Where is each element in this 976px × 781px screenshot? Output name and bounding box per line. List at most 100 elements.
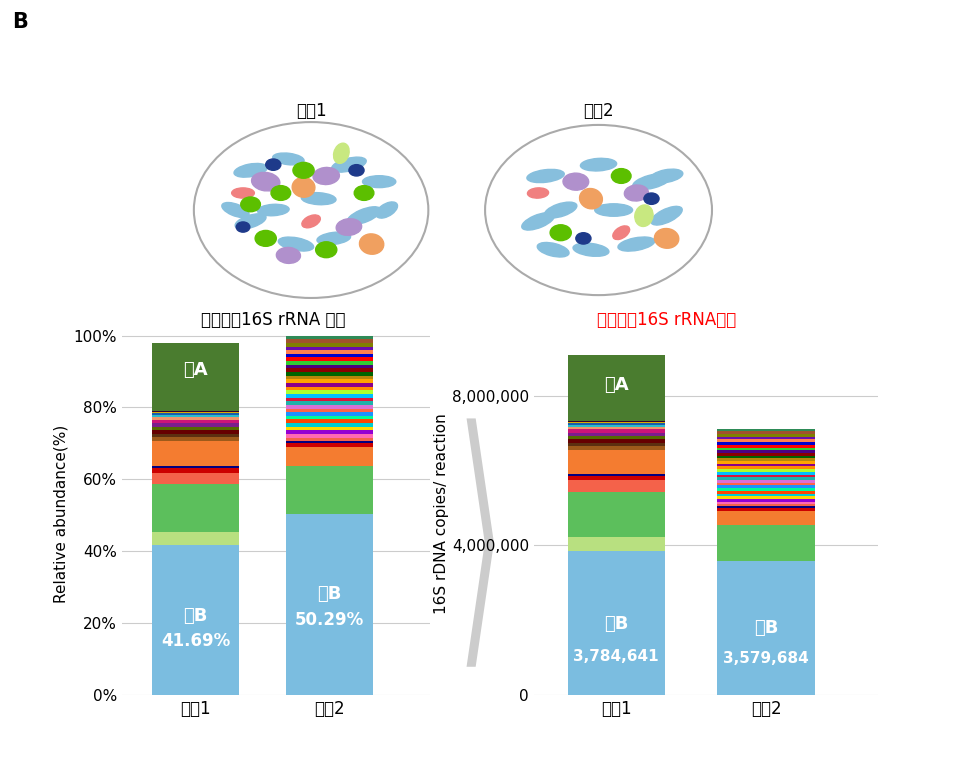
Bar <box>568 474 665 476</box>
Ellipse shape <box>278 237 313 251</box>
Bar <box>286 394 373 398</box>
Bar <box>717 440 815 442</box>
Ellipse shape <box>302 215 320 228</box>
Bar <box>717 451 815 453</box>
Bar <box>717 496 815 499</box>
Bar <box>152 411 239 412</box>
Bar <box>717 461 815 464</box>
Bar <box>286 350 373 354</box>
Bar <box>717 466 815 469</box>
Circle shape <box>293 162 314 178</box>
Ellipse shape <box>625 185 648 201</box>
Bar <box>286 354 373 358</box>
Bar <box>568 480 665 491</box>
Bar <box>286 415 373 419</box>
Ellipse shape <box>272 153 305 165</box>
Bar <box>286 398 373 401</box>
Bar <box>568 476 665 480</box>
Text: 3,784,641: 3,784,641 <box>574 649 659 665</box>
Bar <box>152 484 239 532</box>
Ellipse shape <box>252 173 280 191</box>
Ellipse shape <box>347 207 381 225</box>
Bar <box>568 439 665 443</box>
Circle shape <box>349 165 364 176</box>
Bar <box>717 512 815 525</box>
Ellipse shape <box>362 176 396 187</box>
Bar <box>152 465 239 468</box>
Y-axis label: 16S rDNA copies/ reaction: 16S rDNA copies/ reaction <box>434 413 449 614</box>
Bar <box>152 415 239 417</box>
Bar <box>152 343 239 411</box>
Ellipse shape <box>632 173 671 190</box>
Text: 菌B: 菌B <box>317 586 342 604</box>
Bar <box>717 431 815 434</box>
Ellipse shape <box>222 202 249 218</box>
Bar <box>717 508 815 512</box>
Ellipse shape <box>234 163 267 177</box>
Circle shape <box>271 186 291 201</box>
Bar <box>152 419 239 423</box>
Ellipse shape <box>231 188 255 198</box>
Bar <box>152 437 239 441</box>
Text: 菌B: 菌B <box>604 615 629 633</box>
Bar <box>568 437 665 439</box>
Ellipse shape <box>334 143 349 163</box>
Circle shape <box>236 222 250 232</box>
Text: 菌A: 菌A <box>604 376 629 394</box>
Bar <box>717 437 815 440</box>
Bar <box>717 505 815 506</box>
Ellipse shape <box>613 226 630 240</box>
Bar <box>286 447 373 465</box>
Bar <box>717 453 815 455</box>
Bar <box>286 401 373 405</box>
Bar <box>568 427 665 430</box>
Circle shape <box>576 233 591 244</box>
Bar <box>286 426 373 430</box>
Bar <box>717 458 815 461</box>
Text: 検体1: 検体1 <box>296 102 326 119</box>
Bar <box>286 515 373 695</box>
Bar <box>152 412 239 413</box>
Text: 相対定量16S rRNA 解析: 相対定量16S rRNA 解析 <box>201 311 346 329</box>
Bar <box>717 434 815 437</box>
Bar <box>152 430 239 433</box>
Text: 41.69%: 41.69% <box>161 632 230 650</box>
Bar <box>568 425 665 427</box>
Bar <box>717 561 815 695</box>
Ellipse shape <box>292 177 315 198</box>
Bar <box>286 339 373 343</box>
Ellipse shape <box>563 173 589 191</box>
Bar <box>286 372 373 376</box>
Bar <box>286 465 373 515</box>
Bar <box>568 537 665 551</box>
Bar <box>152 532 239 545</box>
Bar <box>717 501 815 505</box>
Bar <box>717 506 815 508</box>
Ellipse shape <box>651 206 682 225</box>
Ellipse shape <box>527 188 549 198</box>
Bar <box>717 499 815 501</box>
Ellipse shape <box>618 237 655 251</box>
Bar <box>568 355 665 421</box>
Text: 検体2: 検体2 <box>584 102 614 119</box>
Ellipse shape <box>313 167 340 184</box>
Bar <box>717 469 815 472</box>
Bar <box>568 451 665 474</box>
Bar <box>286 423 373 426</box>
Bar <box>568 551 665 695</box>
Bar <box>152 473 239 484</box>
Bar <box>286 390 373 394</box>
Ellipse shape <box>317 232 350 244</box>
Bar <box>286 443 373 447</box>
Bar <box>152 468 239 473</box>
Bar <box>717 494 815 496</box>
Ellipse shape <box>655 229 678 248</box>
Text: 絶対定量16S rRNA解析: 絶対定量16S rRNA解析 <box>597 311 736 329</box>
Y-axis label: Relative abundance(%): Relative abundance(%) <box>53 424 68 603</box>
Bar <box>286 343 373 347</box>
Bar <box>152 441 239 465</box>
Circle shape <box>265 159 281 170</box>
Bar <box>286 419 373 423</box>
Bar <box>286 369 373 372</box>
Circle shape <box>644 193 659 205</box>
